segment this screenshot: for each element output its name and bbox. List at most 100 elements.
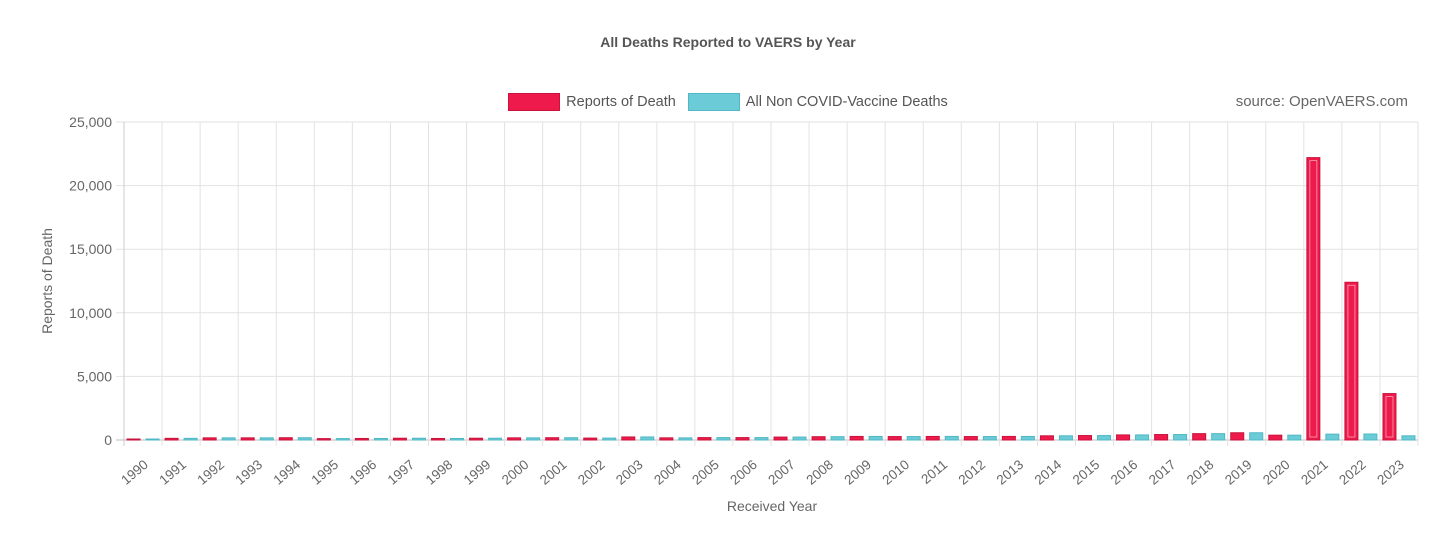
bar-highlight-2023 [1385, 396, 1394, 438]
bar-reports-of-death-2018[interactable] [1192, 433, 1207, 441]
bar-reports-of-death-2006[interactable] [735, 437, 750, 441]
legend-swatch-non-covid-deaths [687, 93, 740, 111]
bar-reports-of-death-2014[interactable] [1039, 435, 1054, 441]
legend-label-reports-of-death: Reports of Death [566, 94, 676, 110]
bar-reports-of-death-2017[interactable] [1154, 434, 1169, 441]
x-tick-label-2018: 2018 [1184, 457, 1217, 488]
bar-non-covid-deaths-1994[interactable] [297, 437, 312, 441]
bar-non-covid-deaths-1995[interactable] [335, 438, 350, 441]
chart-title: All Deaths Reported to VAERS by Year [600, 34, 856, 50]
bar-reports-of-death-2022[interactable] [1344, 281, 1359, 441]
bar-non-covid-deaths-1992[interactable] [221, 437, 236, 441]
y-tick-label: 5,000 [77, 368, 112, 384]
bar-non-covid-deaths-2005[interactable] [716, 437, 731, 441]
x-tick-label-2013: 2013 [994, 457, 1027, 488]
x-tick-label-1998: 1998 [423, 457, 456, 488]
bar-non-covid-deaths-2022[interactable] [1363, 433, 1378, 441]
bar-non-covid-deaths-1993[interactable] [259, 437, 274, 441]
x-tick-label-1999: 1999 [461, 457, 494, 488]
bar-non-covid-deaths-2023[interactable] [1401, 435, 1416, 441]
bar-non-covid-deaths-2006[interactable] [754, 437, 769, 441]
bar-non-covid-deaths-1999[interactable] [488, 437, 503, 441]
bar-reports-of-death-1995[interactable] [316, 438, 331, 441]
bar-reports-of-death-2000[interactable] [507, 437, 522, 441]
bar-reports-of-death-1990[interactable] [126, 438, 141, 441]
bar-reports-of-death-2002[interactable] [583, 437, 598, 441]
x-tick-label-2009: 2009 [841, 457, 874, 488]
y-tick-label: 10,000 [69, 305, 112, 321]
legend-label-non-covid-deaths: All Non COVID-Vaccine Deaths [745, 94, 948, 110]
bar-non-covid-deaths-1996[interactable] [373, 437, 388, 441]
x-tick-label-2014: 2014 [1032, 457, 1065, 488]
bar-non-covid-deaths-2003[interactable] [640, 436, 655, 441]
bar-non-covid-deaths-2010[interactable] [906, 436, 921, 441]
x-tick-label-1991: 1991 [156, 457, 189, 488]
x-tick-label-2002: 2002 [575, 457, 608, 488]
bar-non-covid-deaths-1991[interactable] [183, 437, 198, 441]
bar-non-covid-deaths-2014[interactable] [1058, 435, 1073, 441]
bar-reports-of-death-2019[interactable] [1230, 432, 1245, 441]
bar-reports-of-death-2008[interactable] [811, 436, 826, 441]
bar-non-covid-deaths-2002[interactable] [602, 437, 617, 441]
x-tick-label-1994: 1994 [271, 457, 304, 488]
bar-non-covid-deaths-2004[interactable] [678, 437, 693, 441]
x-tick-label-2007: 2007 [765, 457, 798, 488]
bar-reports-of-death-1994[interactable] [278, 437, 293, 441]
y-tick-label: 15,000 [69, 241, 112, 257]
bar-reports-of-death-2023[interactable] [1382, 393, 1397, 441]
bar-non-covid-deaths-2008[interactable] [830, 436, 845, 441]
bar-non-covid-deaths-2011[interactable] [944, 435, 959, 441]
bar-reports-of-death-2015[interactable] [1078, 435, 1092, 441]
bar-non-covid-deaths-2018[interactable] [1211, 433, 1226, 441]
legend-item-reports-of-death[interactable]: Reports of Death [508, 93, 676, 111]
bar-reports-of-death-2012[interactable] [963, 436, 978, 441]
bar-reports-of-death-2005[interactable] [697, 437, 712, 441]
bar-non-covid-deaths-2013[interactable] [1020, 435, 1035, 441]
bar-reports-of-death-2013[interactable] [1001, 435, 1016, 441]
x-tick-label-2019: 2019 [1222, 457, 1255, 488]
bar-non-covid-deaths-1990[interactable] [145, 438, 160, 441]
bar-non-covid-deaths-1997[interactable] [411, 437, 426, 441]
legend-item-non-covid-deaths[interactable]: All Non COVID-Vaccine Deaths [687, 93, 948, 111]
bar-reports-of-death-1998[interactable] [431, 437, 445, 441]
bar-non-covid-deaths-2017[interactable] [1173, 434, 1188, 441]
bar-reports-of-death-2011[interactable] [925, 435, 940, 441]
bar-reports-of-death-2007[interactable] [773, 436, 788, 441]
bar-non-covid-deaths-2001[interactable] [564, 437, 579, 441]
x-tick-label-1990: 1990 [118, 457, 151, 488]
y-tick-label: 20,000 [69, 178, 112, 194]
x-tick-label-2022: 2022 [1336, 457, 1369, 488]
x-tick-label-2000: 2000 [499, 457, 532, 488]
bar-reports-of-death-1996[interactable] [354, 437, 369, 441]
x-tick-label-2005: 2005 [689, 457, 722, 488]
bar-reports-of-death-1999[interactable] [469, 437, 484, 441]
bar-reports-of-death-2004[interactable] [659, 437, 674, 441]
bar-reports-of-death-2009[interactable] [849, 435, 864, 441]
bar-non-covid-deaths-2015[interactable] [1097, 435, 1111, 441]
bar-reports-of-death-1993[interactable] [240, 437, 255, 441]
bar-non-covid-deaths-2000[interactable] [526, 437, 541, 441]
bar-reports-of-death-2003[interactable] [621, 436, 636, 441]
bar-non-covid-deaths-2019[interactable] [1249, 432, 1264, 441]
x-tick-label-2012: 2012 [956, 457, 989, 488]
bar-reports-of-death-2001[interactable] [545, 437, 560, 441]
bar-non-covid-deaths-2016[interactable] [1135, 434, 1150, 441]
bar-reports-of-death-1997[interactable] [392, 437, 407, 441]
bar-non-covid-deaths-1998[interactable] [450, 437, 464, 441]
y-axis-title: Reports of Death [39, 228, 55, 334]
bar-reports-of-death-2010[interactable] [887, 436, 902, 441]
bar-reports-of-death-2016[interactable] [1116, 434, 1131, 441]
bar-non-covid-deaths-2021[interactable] [1325, 433, 1340, 441]
bar-non-covid-deaths-2020[interactable] [1287, 434, 1302, 441]
bar-reports-of-death-1992[interactable] [202, 437, 217, 441]
bar-non-covid-deaths-2007[interactable] [792, 436, 807, 441]
grid-layer [116, 121, 1419, 446]
bar-non-covid-deaths-2012[interactable] [982, 436, 997, 441]
bar-reports-of-death-1991[interactable] [164, 437, 179, 441]
x-tick-label-2023: 2023 [1374, 457, 1407, 488]
bar-reports-of-death-2021[interactable] [1306, 157, 1321, 441]
bar-non-covid-deaths-2009[interactable] [868, 435, 883, 441]
x-tick-label-1993: 1993 [232, 457, 265, 488]
bar-reports-of-death-2020[interactable] [1268, 434, 1283, 441]
